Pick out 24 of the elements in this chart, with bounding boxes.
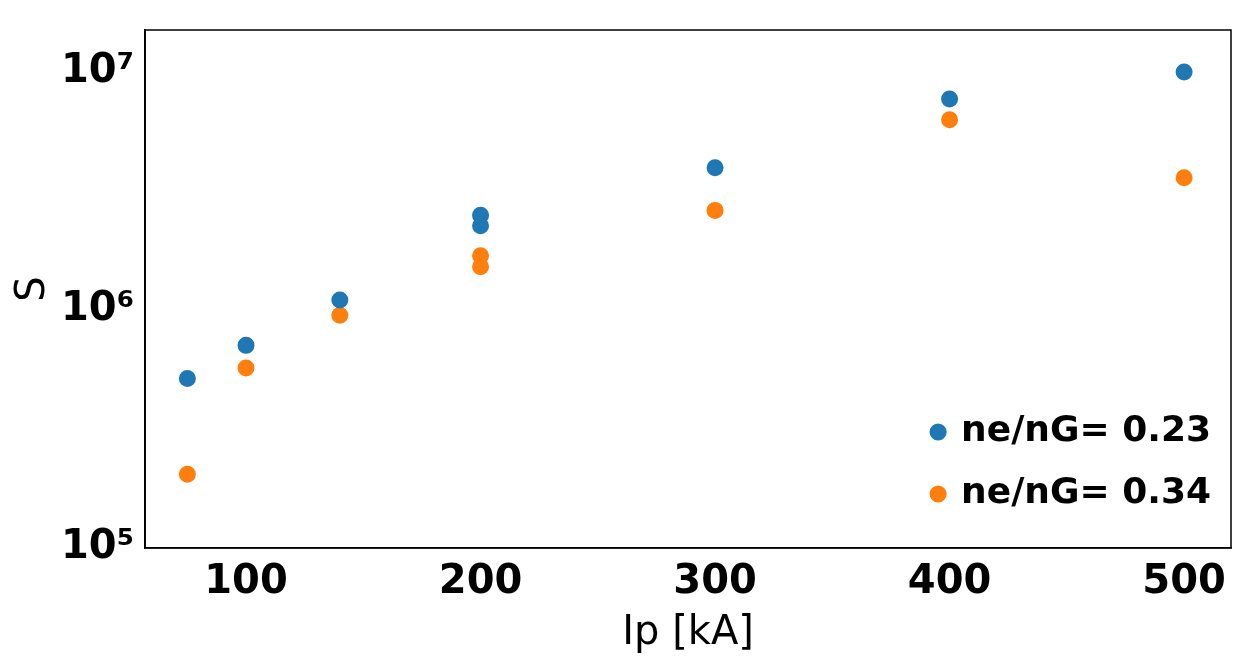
x-tick-label: 100 [204,556,288,603]
point [178,370,196,388]
x-tick-label: 500 [1142,556,1226,603]
legend-label: ne/nG= 0.34 [961,470,1211,512]
x-tick-label: 300 [673,556,757,603]
y-tick-label: 10⁷ [61,45,135,92]
point [331,306,349,324]
point [178,465,196,483]
point [237,359,255,377]
point [331,291,349,309]
x-tick-label: 400 [907,556,992,603]
y-tick-label: 10⁶ [61,283,135,330]
legend-label: ne/nG= 0.23 [961,408,1211,450]
y-tick-label: 10⁵ [61,521,135,568]
point [941,111,959,129]
y-axis-title: S [7,276,54,302]
x-tick-label: 200 [438,556,523,603]
point [706,159,724,177]
point [706,201,724,219]
point [237,336,255,354]
point [1175,169,1193,187]
point [1175,63,1193,81]
x-axis-title: Ip [kA] [622,607,754,654]
point [941,90,959,108]
